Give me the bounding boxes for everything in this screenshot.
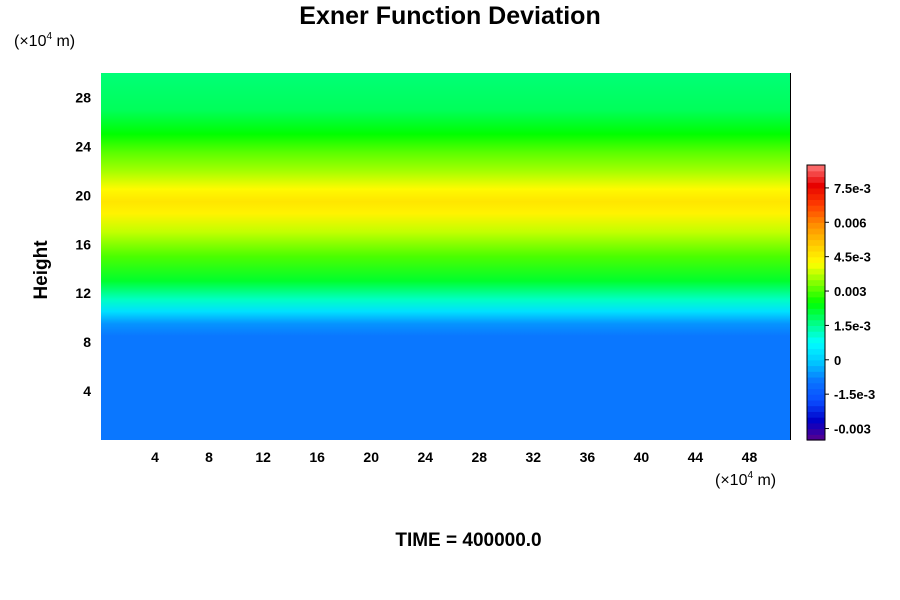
x-tick-label: 8 bbox=[205, 449, 213, 465]
y-tick-label: 8 bbox=[83, 334, 91, 350]
y-tick-label: 20 bbox=[75, 187, 91, 203]
x-tick-label: 32 bbox=[526, 449, 542, 465]
y-unit-exponent: 4 bbox=[46, 31, 53, 42]
plot-area bbox=[101, 73, 791, 440]
x-tick-label: 36 bbox=[580, 449, 596, 465]
x-unit-prefix: (×10 bbox=[715, 472, 748, 489]
colorbar-band bbox=[807, 348, 825, 355]
colorbar-band bbox=[807, 245, 825, 252]
colorbar-label: 0.003 bbox=[834, 284, 867, 299]
x-tick-label: 12 bbox=[255, 449, 271, 465]
x-tick-label: 28 bbox=[471, 449, 487, 465]
colorbar-band bbox=[807, 371, 825, 378]
colorbar-band bbox=[807, 205, 825, 212]
colorbar-label: -1.5e-3 bbox=[834, 387, 875, 402]
colorbar-frame bbox=[806, 164, 826, 441]
colorbar-band bbox=[807, 411, 825, 418]
colorbar-band bbox=[807, 359, 825, 367]
colorbar-label: 0.006 bbox=[834, 215, 867, 230]
x-tick-label: 20 bbox=[363, 449, 379, 465]
colorbar-band bbox=[807, 388, 825, 395]
colorbar-band bbox=[807, 331, 825, 338]
colorbar-band bbox=[807, 273, 825, 281]
colorbar-band bbox=[807, 187, 825, 195]
colorbar-band bbox=[807, 308, 825, 315]
y-tick-label: 24 bbox=[75, 138, 91, 154]
x-unit-suffix: m) bbox=[753, 472, 777, 489]
y-tick-labels: 4 8 12 16 20 24 28 bbox=[75, 89, 91, 399]
colorbar-band bbox=[807, 365, 825, 372]
time-label: TIME = 400000.0 bbox=[395, 530, 542, 551]
colorbar-band bbox=[807, 405, 825, 412]
x-unit-exponent: 4 bbox=[747, 470, 754, 481]
colorbar-band bbox=[807, 268, 825, 275]
colorbar-band bbox=[807, 210, 825, 218]
colorbar-band bbox=[807, 170, 825, 178]
colorbar-band bbox=[807, 399, 825, 407]
colorbar-band bbox=[807, 325, 825, 332]
colorbar-band bbox=[807, 336, 825, 344]
x-tick-label: 40 bbox=[634, 449, 650, 465]
colorbar-band bbox=[807, 285, 825, 292]
y-tick-label: 12 bbox=[75, 285, 91, 301]
y-axis-unit: (×104 m) bbox=[14, 31, 76, 51]
y-tick-label: 16 bbox=[75, 236, 91, 252]
colorbar-band bbox=[807, 302, 825, 309]
colorbar-band bbox=[807, 422, 825, 430]
colorbar-band bbox=[807, 417, 825, 424]
colorbar-band bbox=[807, 256, 825, 263]
colorbar: 7.5e-3 0.006 4.5e-3 0.003 1.5e-3 0 -1.5e-3 -0.0… bbox=[806, 164, 875, 441]
colorbar-label: 1.5e-3 bbox=[834, 318, 871, 333]
x-tick-label: 48 bbox=[742, 449, 758, 465]
x-tick-labels: 4 8 12 16 20 24 28 32 36 40 44 48 bbox=[151, 449, 757, 465]
colorbar-band bbox=[807, 165, 825, 172]
colorbar-band bbox=[807, 319, 825, 327]
colorbar-band bbox=[807, 228, 825, 235]
y-unit-prefix: (×10 bbox=[14, 33, 47, 50]
colorbar-band bbox=[807, 342, 825, 349]
y-tick-label: 4 bbox=[83, 383, 91, 399]
colorbar-band bbox=[807, 239, 825, 246]
colorbar-band bbox=[807, 250, 825, 258]
colorbar-band bbox=[807, 262, 825, 269]
x-axis-unit: (×104 m) bbox=[715, 470, 777, 490]
colorbar-band bbox=[807, 296, 825, 304]
colorbar-label: 4.5e-3 bbox=[834, 250, 871, 265]
colorbar-band bbox=[807, 428, 825, 435]
colorbar-band bbox=[807, 291, 825, 298]
colorbar-band bbox=[807, 193, 825, 200]
y-unit-suffix: m) bbox=[52, 33, 76, 50]
colorbar-band bbox=[807, 376, 825, 384]
heatmap-field bbox=[101, 73, 790, 440]
colorbar-band bbox=[807, 279, 825, 286]
colorbar-band bbox=[807, 354, 825, 361]
colorbar-band bbox=[807, 394, 825, 401]
y-tick-label: 28 bbox=[75, 89, 91, 105]
chart-title: Exner Function Deviation bbox=[299, 2, 601, 30]
x-tick-label: 16 bbox=[309, 449, 325, 465]
colorbar-band bbox=[807, 233, 825, 241]
colorbar-band bbox=[807, 176, 825, 183]
colorbar-label: 7.5e-3 bbox=[834, 181, 871, 196]
colorbar-band bbox=[807, 199, 825, 206]
colorbar-band bbox=[807, 382, 825, 390]
x-tick-label: 4 bbox=[151, 449, 159, 465]
x-tick-label: 44 bbox=[688, 449, 704, 465]
x-tick-label: 24 bbox=[417, 449, 433, 465]
colorbar-band bbox=[807, 313, 825, 321]
colorbar-label: -0.003 bbox=[834, 422, 871, 437]
colorbar-label: 0 bbox=[834, 353, 841, 368]
colorbar-band bbox=[807, 216, 825, 223]
colorbar-band bbox=[807, 222, 825, 229]
colorbar-band bbox=[807, 434, 825, 441]
colorbar-band bbox=[807, 182, 825, 189]
